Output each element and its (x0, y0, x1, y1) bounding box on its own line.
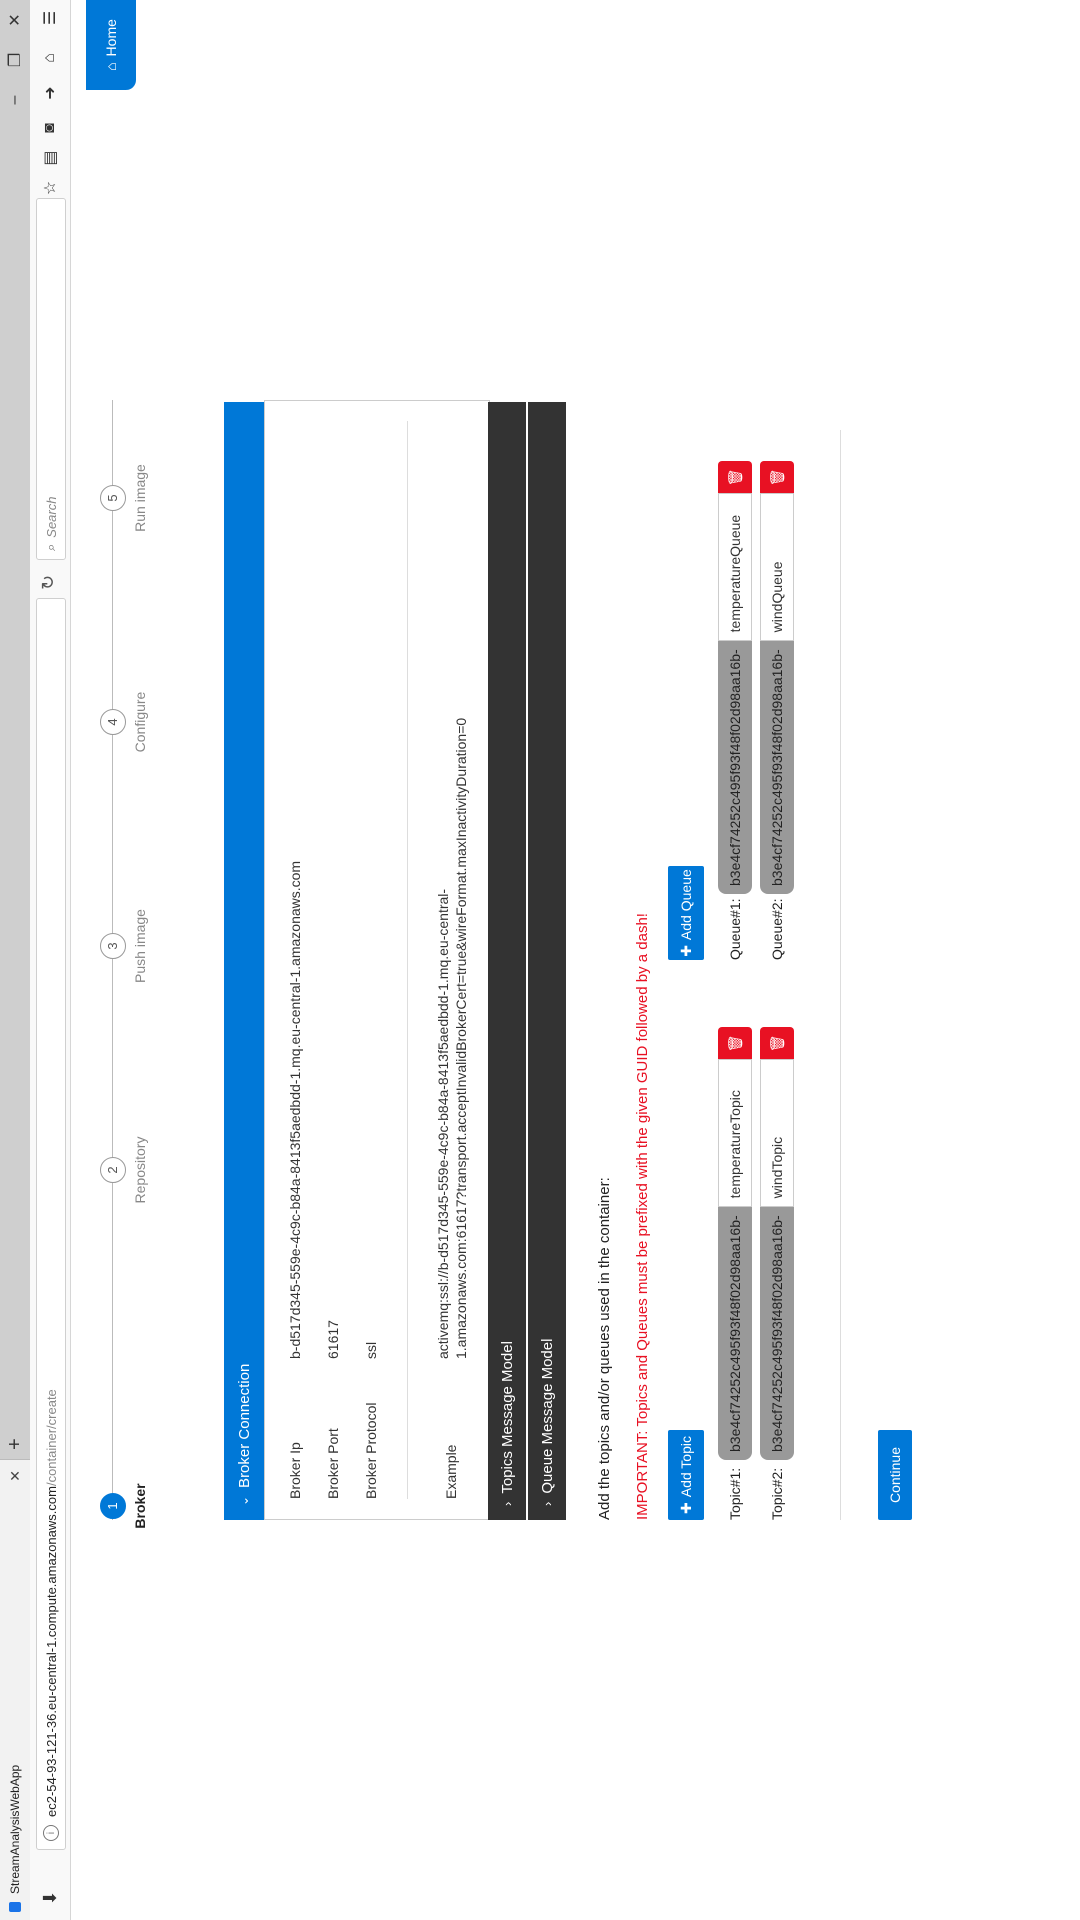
broker-port-label: Broker Port (325, 1428, 341, 1499)
tab-bar: StreamAnalysisWebApp ✕ + – ❐ ✕ (0, 0, 30, 1920)
plus-icon: ✚ (677, 1502, 694, 1514)
queue-label: Queue#1: (727, 898, 743, 961)
home-icon: ⌂ (103, 62, 119, 71)
home-label: Home (103, 19, 119, 57)
add-topic-label: Add Topic (678, 1436, 694, 1498)
broker-port-value: 61617 (325, 1320, 341, 1359)
downloads-icon[interactable]: ⬇ (39, 1890, 60, 1906)
step-number: 4 (100, 709, 126, 735)
close-window-icon[interactable]: ✕ (7, 13, 24, 27)
topics-message-model-header[interactable]: › Topics Message Model (488, 402, 526, 1520)
trash-icon: 🗑 (768, 1034, 785, 1053)
step-run-image[interactable]: 5 Run image (88, 438, 148, 558)
site-info-icon[interactable]: i (43, 1825, 59, 1841)
trash-icon: 🗑 (726, 1034, 743, 1053)
queue-message-model-title: Queue Message Model (538, 1338, 556, 1494)
step-label: Run image (132, 464, 148, 532)
url-host: ec2-54-93-121-36.eu-central-1.compute.am… (43, 1486, 59, 1817)
new-tab-icon[interactable]: + (4, 1438, 26, 1450)
search-icon: ⌕ (43, 543, 58, 551)
broker-ip-label: Broker Ip (287, 1442, 303, 1499)
continue-button[interactable]: Continue (878, 1430, 912, 1520)
broker-protocol-value: ssl (363, 1341, 379, 1359)
search-placeholder: Search (43, 496, 59, 538)
topic-label: Topic#2: (769, 1467, 785, 1520)
step-broker[interactable]: 1 Broker (88, 1446, 148, 1566)
bookmark-star-icon[interactable]: ☆ (42, 180, 59, 196)
delete-queue-button[interactable]: 🗑 (760, 461, 794, 494)
queue-label: Queue#2: (769, 898, 785, 961)
broker-connection-body: Broker Ip b-d517d345-559e-4c9c-b84a-8413… (264, 400, 490, 1520)
browser-tab[interactable]: StreamAnalysisWebApp ✕ (0, 1459, 30, 1920)
topic-row-2: Topic#2: b3e4cf74252c495f93f48f02d98aa16… (760, 1027, 794, 1520)
forward-icon[interactable]: ➜ (42, 86, 59, 100)
step-repository[interactable]: 2 Repository (88, 1110, 148, 1230)
search-input[interactable]: ⌕ Search (36, 198, 66, 560)
queue-message-model-header[interactable]: › Queue Message Model (528, 402, 566, 1520)
broker-ip-value: b-d517d345-559e-4c9c-b84a-8413f5aedbdd-1… (287, 860, 303, 1359)
add-queue-button[interactable]: ✚ Add Queue (668, 866, 704, 960)
step-label: Broker (132, 1483, 148, 1529)
url-path: /container/create (43, 1389, 59, 1487)
example-line-1: activemq:ssl://b-d517d345-559e-4c9c-b84a… (435, 888, 451, 1359)
wizard-stepper: 1 Broker 2 Repository 3 Push image 4 Con… (88, 400, 188, 1529)
chevron-down-icon: ⌄ (237, 1495, 251, 1506)
library-icon[interactable]: ▤ (42, 150, 59, 166)
delete-topic-button[interactable]: 🗑 (760, 1027, 794, 1060)
plus-icon: ✚ (677, 945, 694, 957)
topics-message-model-title: Topics Message Model (498, 1341, 516, 1494)
topic-label: Topic#1: (727, 1467, 743, 1520)
pocket-icon[interactable]: ◙ (41, 123, 58, 133)
menu-icon[interactable]: ☰ (42, 10, 59, 26)
broker-protocol-label: Broker Protocol (363, 1402, 379, 1499)
home-browser-icon[interactable]: ⌂ (41, 53, 58, 63)
step-label: Configure (132, 691, 148, 753)
browser-toolbar: ⬇ i ec2-54-93-121-36.eu-central-1.comput… (30, 0, 71, 1920)
minimize-icon[interactable]: – (6, 95, 23, 105)
topic-input[interactable]: temperatureTopic (718, 1059, 752, 1208)
add-topic-button[interactable]: ✚ Add Topic (668, 1430, 704, 1520)
topic-input[interactable]: windTopic (760, 1059, 794, 1208)
close-tab-icon[interactable]: ✕ (6, 1470, 23, 1482)
queue-input[interactable]: temperatureQueue (718, 493, 752, 642)
delete-topic-button[interactable]: 🗑 (718, 1027, 752, 1060)
step-configure[interactable]: 4 Configure (88, 662, 148, 782)
divider (840, 430, 841, 1520)
step-number: 2 (100, 1157, 126, 1183)
instruction-text: Add the topics and/or queues used in the… (596, 1177, 613, 1520)
page-favicon-icon (9, 1902, 21, 1912)
chevron-right-icon: › (499, 1501, 515, 1506)
topic-row-1: Topic#1: b3e4cf74252c495f93f48f02d98aa16… (718, 1027, 752, 1520)
trash-icon: 🗑 (726, 468, 743, 487)
address-bar[interactable]: i ec2-54-93-121-36.eu-central-1.compute.… (36, 598, 66, 1850)
example-line-2: 1.amazonaws.com:61617?transport.acceptIn… (453, 717, 469, 1359)
step-push-image[interactable]: 3 Push image (88, 886, 148, 1006)
step-number: 5 (100, 485, 126, 511)
tab-title: StreamAnalysisWebApp (8, 1764, 22, 1894)
add-queue-label: Add Queue (678, 869, 694, 941)
step-label: Push image (132, 909, 148, 983)
reload-icon[interactable]: ↻ (38, 574, 58, 590)
queue-input[interactable]: windQueue (760, 493, 794, 642)
guid-prefix: b3e4cf74252c495f93f48f02d98aa16b- (718, 1207, 752, 1460)
home-button[interactable]: ⌂ Home (86, 0, 136, 90)
broker-connection-title: Broker Connection (235, 1363, 253, 1488)
queue-row-1: Queue#1: b3e4cf74252c495f93f48f02d98aa16… (718, 461, 752, 960)
trash-icon: 🗑 (768, 468, 785, 487)
delete-queue-button[interactable]: 🗑 (718, 461, 752, 494)
step-number: 3 (100, 933, 126, 959)
guid-prefix: b3e4cf74252c495f93f48f02d98aa16b- (760, 641, 794, 894)
guid-prefix: b3e4cf74252c495f93f48f02d98aa16b- (760, 1207, 794, 1460)
chevron-right-icon: › (539, 1501, 555, 1506)
step-number: 1 (100, 1493, 126, 1519)
restore-icon[interactable]: ❐ (7, 52, 24, 68)
queue-row-2: Queue#2: b3e4cf74252c495f93f48f02d98aa16… (760, 461, 794, 960)
broker-connection-header[interactable]: ⌄ Broker Connection (224, 402, 264, 1520)
divider (407, 421, 408, 1499)
guid-prefix: b3e4cf74252c495f93f48f02d98aa16b- (718, 641, 752, 894)
important-warning: IMPORTANT: Topics and Queues must be pre… (634, 913, 651, 1520)
example-label: Example (443, 1444, 459, 1499)
step-label: Repository (132, 1136, 148, 1204)
